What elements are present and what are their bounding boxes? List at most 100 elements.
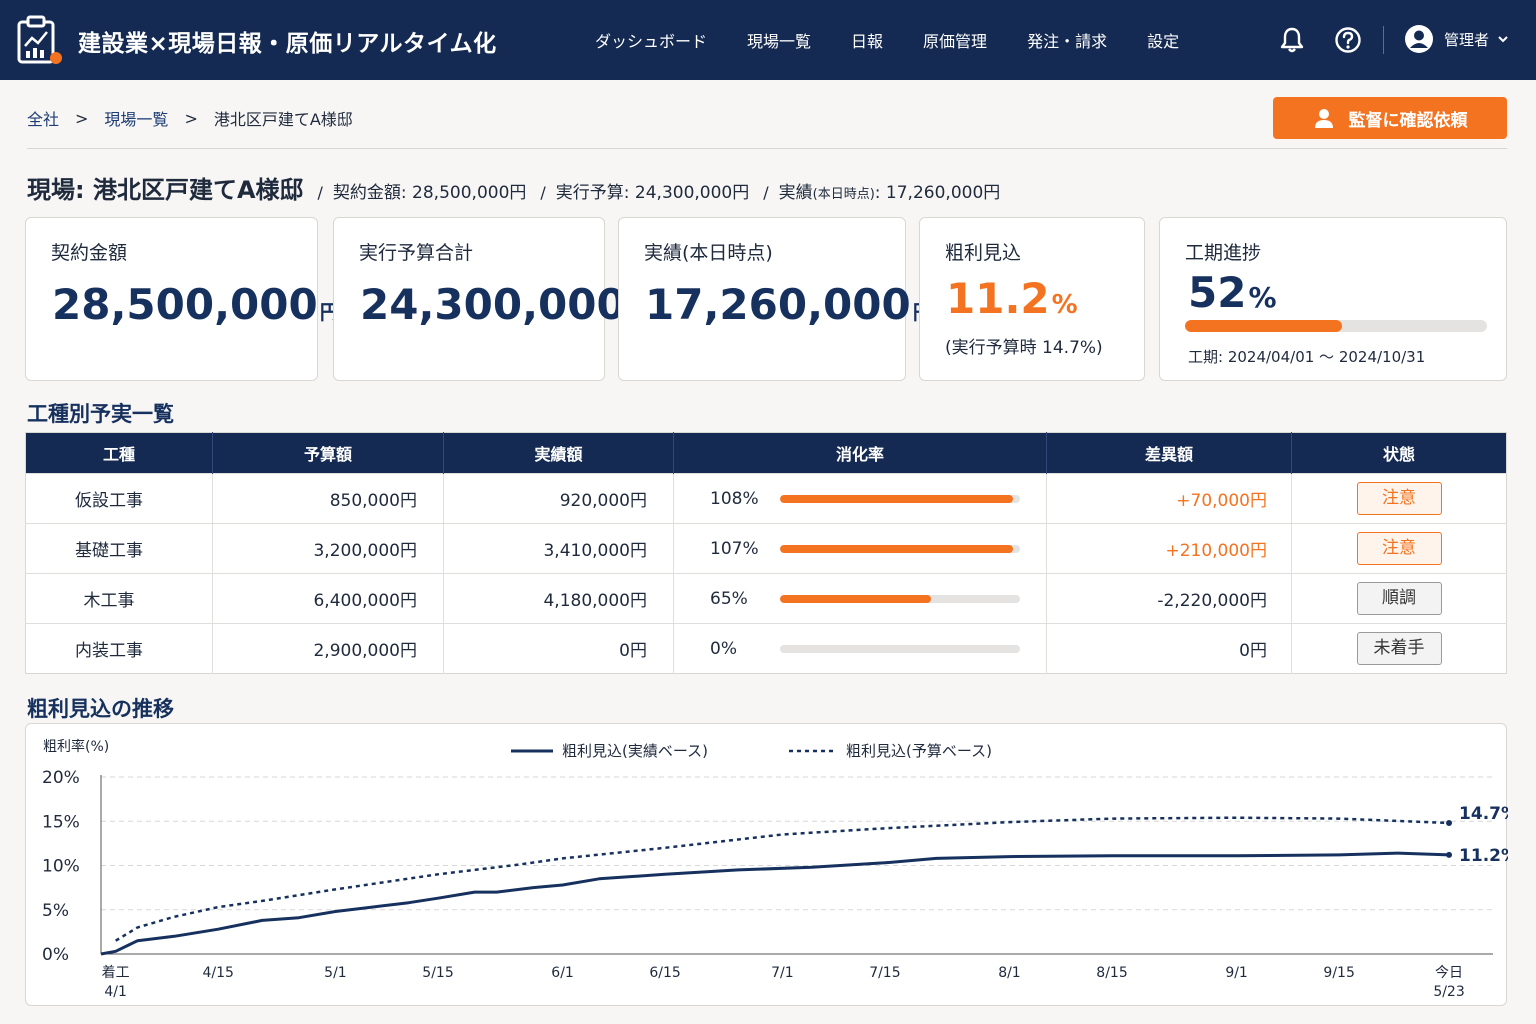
kpi-card-profit: 粗利見込 11.2% (実行予算時 14.7%) [919,217,1145,381]
app-title: 建設業×現場日報・原価リアルタイム化 [78,31,497,57]
kpi-value: 24,300,000円 [360,280,648,329]
legend-label-actual: 粗利見込(実績ベース) [562,742,708,760]
kpi-card-budget: 実行予算合計 24,300,000円 [333,217,648,381]
kpi-sub: (実行予算時 14.7%) [945,338,1103,358]
kpi-label: 粗利見込 [945,242,1022,264]
kpi-number: 11.2 [946,274,1050,323]
cell-variance: 0円 [1046,623,1292,674]
column-header[interactable]: 予算額 [212,432,444,474]
schedule-progress-fill [1185,320,1343,332]
breadcrumb-site-list[interactable]: 現場一覧 [104,110,169,129]
person-icon [1314,109,1333,128]
table-row[interactable]: 内装工事 2,900,000円 0円 0% 0円 未着手 [25,623,1507,674]
breadcrumb: 全社 > 現場一覧 > 港北区戸建てA様邸 [27,106,353,130]
bell-icon[interactable] [1278,26,1306,54]
cell-budget: 850,000円 [212,473,444,524]
column-header[interactable]: 状態 [1291,432,1507,474]
table-row[interactable]: 基礎工事 3,200,000円 3,410,000円 107% +210,000円 注意 [25,523,1507,574]
consumption-wrap: 107% [710,539,1046,559]
budget-actual-table: 工種 予算額 実績額 消化率 差異額 状態 仮設工事 850,000円 920,00… [25,432,1507,674]
x-tick-label: 7/15 [869,965,900,981]
kpi-value: 52% [1188,268,1277,317]
x-tick-label: 4/1 [104,984,127,1000]
section-title-budget-table: 工種別予実一覧 [27,402,174,426]
series-line-actual [100,851,1450,956]
x-tick-label: 8/15 [1096,965,1127,981]
x-tick-label: 6/15 [649,965,680,981]
schedule-period: 工期: 2024/04/01 〜 2024/10/31 [1188,348,1426,366]
consumption-bar [780,594,1020,603]
kpi-card-progress: 工期進捗 52% 工期: 2024/04/01 〜 2024/10/31 [1159,217,1507,381]
cell-consumption: 0% [673,623,1047,674]
cell-budget: 3,200,000円 [212,523,444,574]
cell-status: 未着手 [1291,623,1507,674]
y-tick-label: 10% [42,857,80,877]
column-header[interactable]: 実績額 [443,432,674,474]
cell-actual: 3,410,000円 [443,523,674,574]
request-confirmation-label: 監督に確認依頼 [1348,110,1468,131]
nav-cost-management[interactable]: 原価管理 [923,32,988,51]
cell-trade: 仮設工事 [25,473,213,524]
breadcrumb-current: 港北区戸建てA様邸 [213,110,353,129]
kpi-label: 実行予算合計 [359,242,474,264]
table-row[interactable]: 木工事 6,400,000円 4,180,000円 65% -2,220,000円 順調 [25,573,1507,624]
cell-actual: 0円 [443,623,674,674]
table-row[interactable]: 仮設工事 850,000円 920,000円 108% +70,000円 注意 [25,473,1507,524]
profit-trend-chart: 粗利率(%) 粗利見込(実績ベース) 粗利見込(予算ベース) 0% 5% 10% 15% 20… [25,723,1508,1006]
nav-daily-report[interactable]: 日報 [851,32,884,51]
x-tick-label: 5/1 [324,965,347,981]
kpi-label: 工期進捗 [1185,242,1262,264]
summary-budget: 実行予算: 24,300,000円 [555,183,750,203]
divider [27,148,1507,149]
cell-budget: 2,900,000円 [212,623,444,674]
nav-dashboard[interactable]: ダッシュボード [595,32,708,51]
header-divider [1383,26,1384,54]
user-menu[interactable]: 管理者 [1404,24,1509,54]
cell-budget: 6,400,000円 [212,573,444,624]
kpi-value: 11.2% [946,274,1078,323]
status-badge[interactable]: 注意 [1356,482,1442,515]
status-badge[interactable]: 注意 [1356,532,1442,565]
kpi-unit: % [1248,281,1277,314]
summary-contract: 契約金額: 28,500,000円 [332,183,527,203]
breadcrumb-company[interactable]: 全社 [27,110,60,129]
help-icon[interactable] [1334,26,1362,54]
request-confirmation-button[interactable]: 監督に確認依頼 [1273,97,1507,139]
x-tick-label: 9/15 [1323,965,1354,981]
cell-consumption: 107% [673,523,1047,574]
summary-actual: 実績(本日時点): 17,260,000円 [779,178,1001,203]
series-end-point [1446,820,1453,827]
kpi-value: 28,500,000 円 [52,280,340,329]
kpi-number: 28,500,000 [52,280,318,329]
series-end-label: 14.7% [1459,804,1508,824]
summary-separator: / [540,183,546,202]
cell-trade: 木工事 [25,573,213,624]
column-header[interactable]: 消化率 [673,432,1047,474]
status-badge[interactable]: 未着手 [1356,632,1442,665]
consumption-bar [780,644,1020,653]
series-end-label: 11.2% [1459,846,1508,866]
user-avatar-icon [1405,25,1433,53]
nav-settings[interactable]: 設定 [1147,32,1180,51]
series-end-point [1446,851,1453,858]
kpi-label: 実績(本日時点) [644,242,773,264]
clipboard-chart-logo-icon[interactable] [14,14,66,66]
cell-status: 順調 [1291,573,1507,624]
schedule-progress-bar [1185,320,1487,332]
section-title-profit-trend: 粗利見込の推移 [27,697,174,721]
consumption-bar [780,494,1020,503]
consumption-wrap: 108% [710,489,1046,509]
kpi-label: 契約金額 [51,242,128,264]
site-summary-line: 現場: 港北区戸建てA様邸 / 契約金額: 28,500,000円 / 実行予算… [27,170,1000,205]
column-header[interactable]: 差異額 [1046,432,1292,474]
nav-site-list[interactable]: 現場一覧 [747,32,812,51]
column-header[interactable]: 工種 [25,432,213,474]
table-header-row: 工種 予算額 実績額 消化率 差異額 状態 [25,432,1507,474]
cell-variance: +210,000円 [1046,523,1292,574]
y-tick-label: 15% [42,812,80,832]
cell-variance: -2,220,000円 [1046,573,1292,624]
consumption-rate: 107% [710,538,759,559]
status-badge[interactable]: 順調 [1356,582,1442,615]
nav-orders-billing[interactable]: 発注・請求 [1027,32,1108,51]
y-tick-label: 20% [42,768,80,788]
